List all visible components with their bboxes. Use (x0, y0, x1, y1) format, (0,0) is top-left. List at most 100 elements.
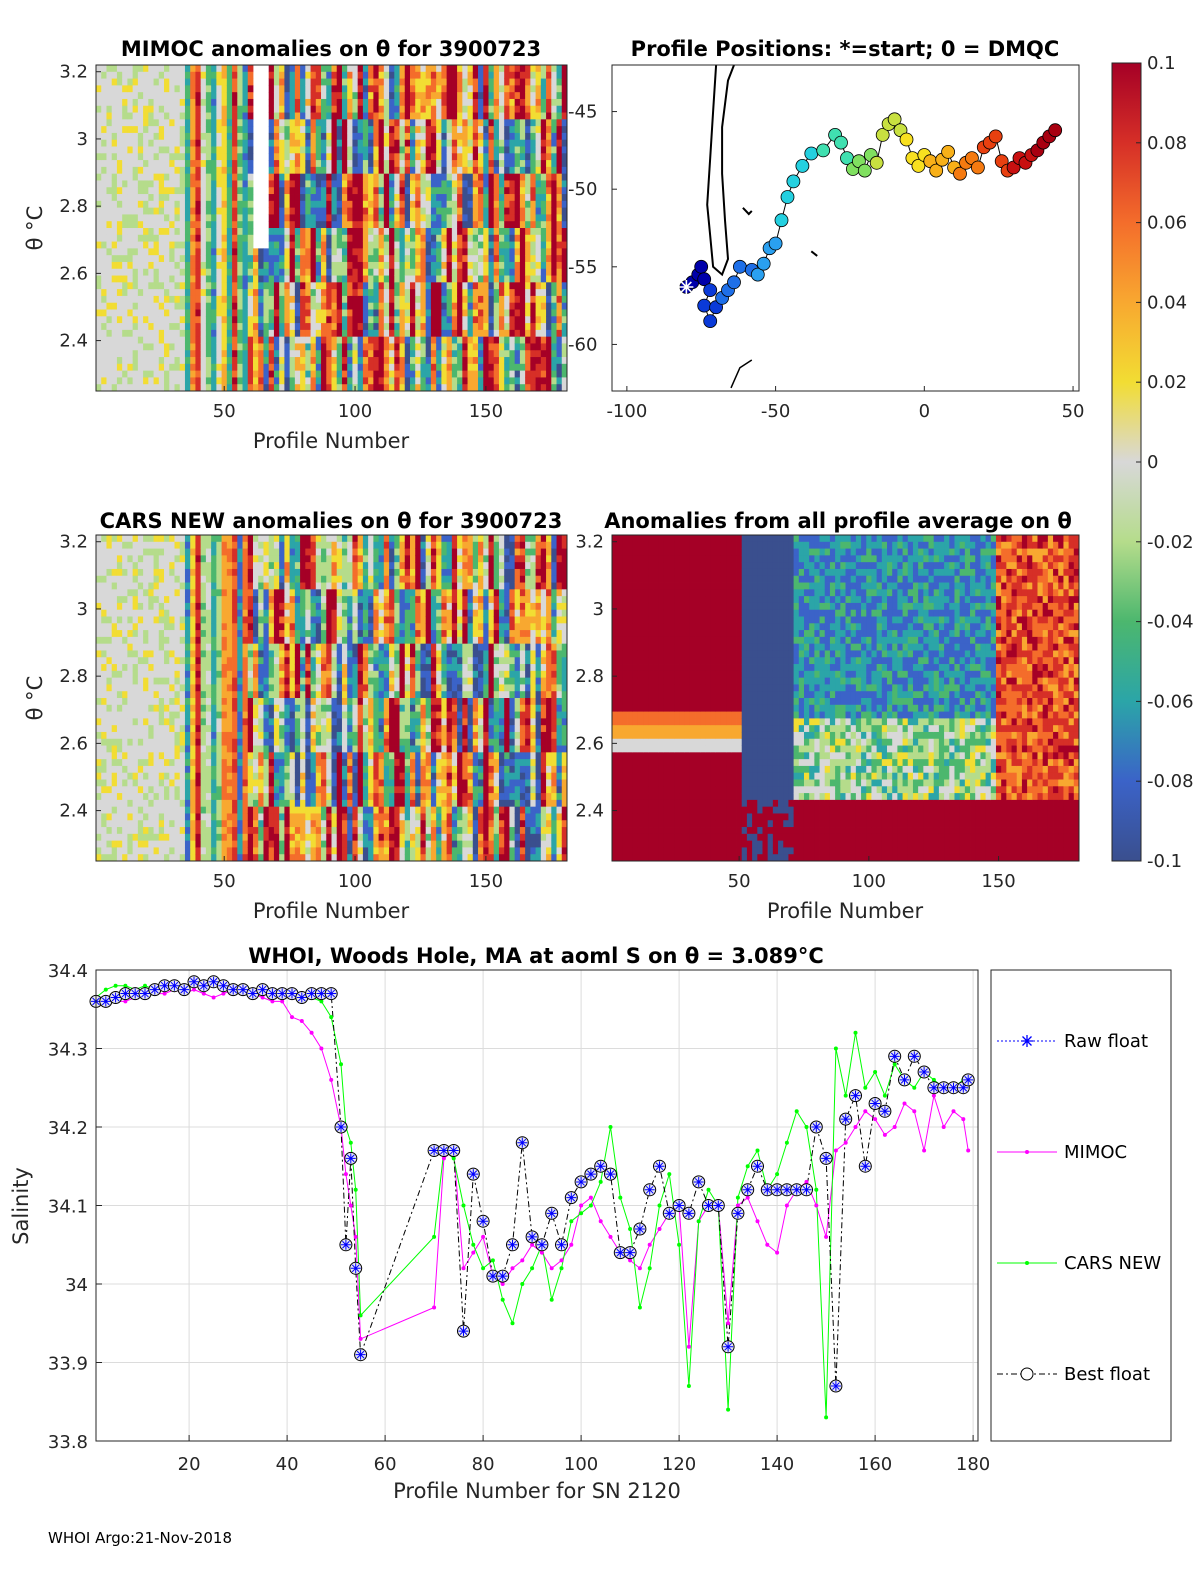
heatmap-cell (127, 268, 134, 276)
heatmap-cell (300, 166, 306, 175)
heatmap-cell (158, 160, 165, 168)
heatmap-cell (341, 119, 348, 127)
heatmap-cell (462, 173, 468, 181)
heatmap-cell (410, 309, 416, 317)
heatmap-cell (394, 180, 400, 188)
heatmap-cell (410, 200, 416, 209)
heatmap-cell (148, 289, 154, 297)
heatmap-cell (467, 105, 474, 113)
heatmap-cell (399, 119, 406, 127)
heatmap-cell (153, 589, 160, 597)
heatmap-cell (242, 268, 249, 276)
heatmap-cell (530, 377, 536, 385)
heatmap-cell (158, 295, 165, 304)
heatmap-cell (514, 370, 521, 378)
heatmap-cell (221, 214, 228, 222)
heatmap-cell (331, 357, 338, 365)
heatmap-cell (242, 289, 249, 297)
heatmap-cell (394, 187, 400, 195)
heatmap-cell (116, 684, 123, 692)
heatmap-cell (174, 377, 181, 385)
heatmap-cell (383, 214, 390, 222)
heatmap-cell (169, 112, 175, 120)
heatmap-cell (525, 309, 531, 317)
heatmap-cell (184, 200, 191, 209)
heatmap-cell (436, 275, 442, 283)
heatmap-cell (321, 336, 327, 344)
heatmap-cell (247, 323, 254, 331)
heatmap-cell (300, 268, 306, 276)
heatmap-cell (436, 112, 442, 120)
heatmap-cell (122, 738, 128, 746)
heatmap-cell (310, 363, 317, 372)
heatmap-cell (284, 65, 291, 73)
heatmap-cell (430, 275, 437, 283)
heatmap-cell (232, 65, 238, 73)
heatmap-cell (457, 289, 463, 297)
heatmap-cell (362, 78, 369, 86)
heatmap-cell (122, 698, 128, 706)
heatmap-cell (143, 704, 149, 712)
heatmap-cell (143, 350, 149, 358)
heatmap-cell (289, 126, 296, 134)
heatmap-cell (153, 112, 160, 120)
heatmap-cell (478, 187, 484, 195)
heatmap-cell (111, 833, 118, 842)
heatmap-cell (305, 316, 311, 324)
heatmap-cell (226, 295, 233, 304)
heatmap-cell (216, 316, 222, 324)
heatmap-cell (122, 289, 128, 297)
heatmap-cell (415, 370, 421, 378)
heatmap-cell (101, 207, 107, 215)
heatmap-cell (127, 623, 134, 631)
heatmap-cell (436, 357, 442, 365)
heatmap-cell (357, 309, 364, 317)
heatmap-cell (143, 731, 149, 740)
heatmap-cell (242, 234, 249, 242)
heatmap-cell (127, 670, 134, 679)
heatmap-cell (525, 173, 531, 181)
heatmap-cell (137, 745, 144, 753)
heatmap-cell (153, 548, 160, 556)
heatmap-cell (436, 105, 442, 113)
heatmap-cell (420, 105, 427, 113)
heatmap-cell (551, 255, 557, 263)
heatmap-cell (546, 316, 552, 324)
heatmap-cell (378, 255, 385, 263)
heatmap-cell (232, 126, 238, 134)
heatmap-cell (96, 377, 102, 385)
heatmap-cell (106, 820, 113, 828)
heatmap-cell (169, 71, 175, 79)
heatmap-cell (148, 765, 154, 774)
heatmap-cell (205, 126, 212, 134)
heatmap-cell (525, 85, 531, 93)
heatmap-cell (561, 302, 568, 310)
heatmap-cell (410, 336, 416, 344)
heatmap-cell (158, 166, 165, 175)
heatmap-cell (347, 261, 353, 270)
heatmap-cell (148, 711, 154, 719)
heatmap-cell (326, 139, 332, 147)
heatmap-cell (143, 384, 149, 392)
heatmap-cell (247, 329, 254, 338)
heatmap-cell (488, 370, 495, 378)
heatmap-cell (514, 248, 521, 256)
heatmap-cell (546, 119, 552, 127)
heatmap-cell (211, 214, 217, 222)
heatmap-cell (415, 295, 421, 304)
heatmap-cell (478, 180, 484, 188)
heatmap-cell (106, 329, 113, 338)
heatmap-cell (535, 316, 542, 324)
heatmap-cell (101, 261, 107, 270)
heatmap-cell (378, 78, 385, 86)
heatmap-cell (132, 548, 139, 556)
heatmap-cell (373, 234, 379, 242)
heatmap-cell (96, 548, 102, 556)
heatmap-cell (357, 261, 364, 270)
heatmap-cell (153, 98, 160, 107)
heatmap-cell (341, 350, 348, 358)
heatmap-cell (127, 657, 134, 665)
heatmap-cell (132, 316, 139, 324)
heatmap-cell (509, 200, 516, 209)
heatmap-cell (509, 187, 516, 195)
